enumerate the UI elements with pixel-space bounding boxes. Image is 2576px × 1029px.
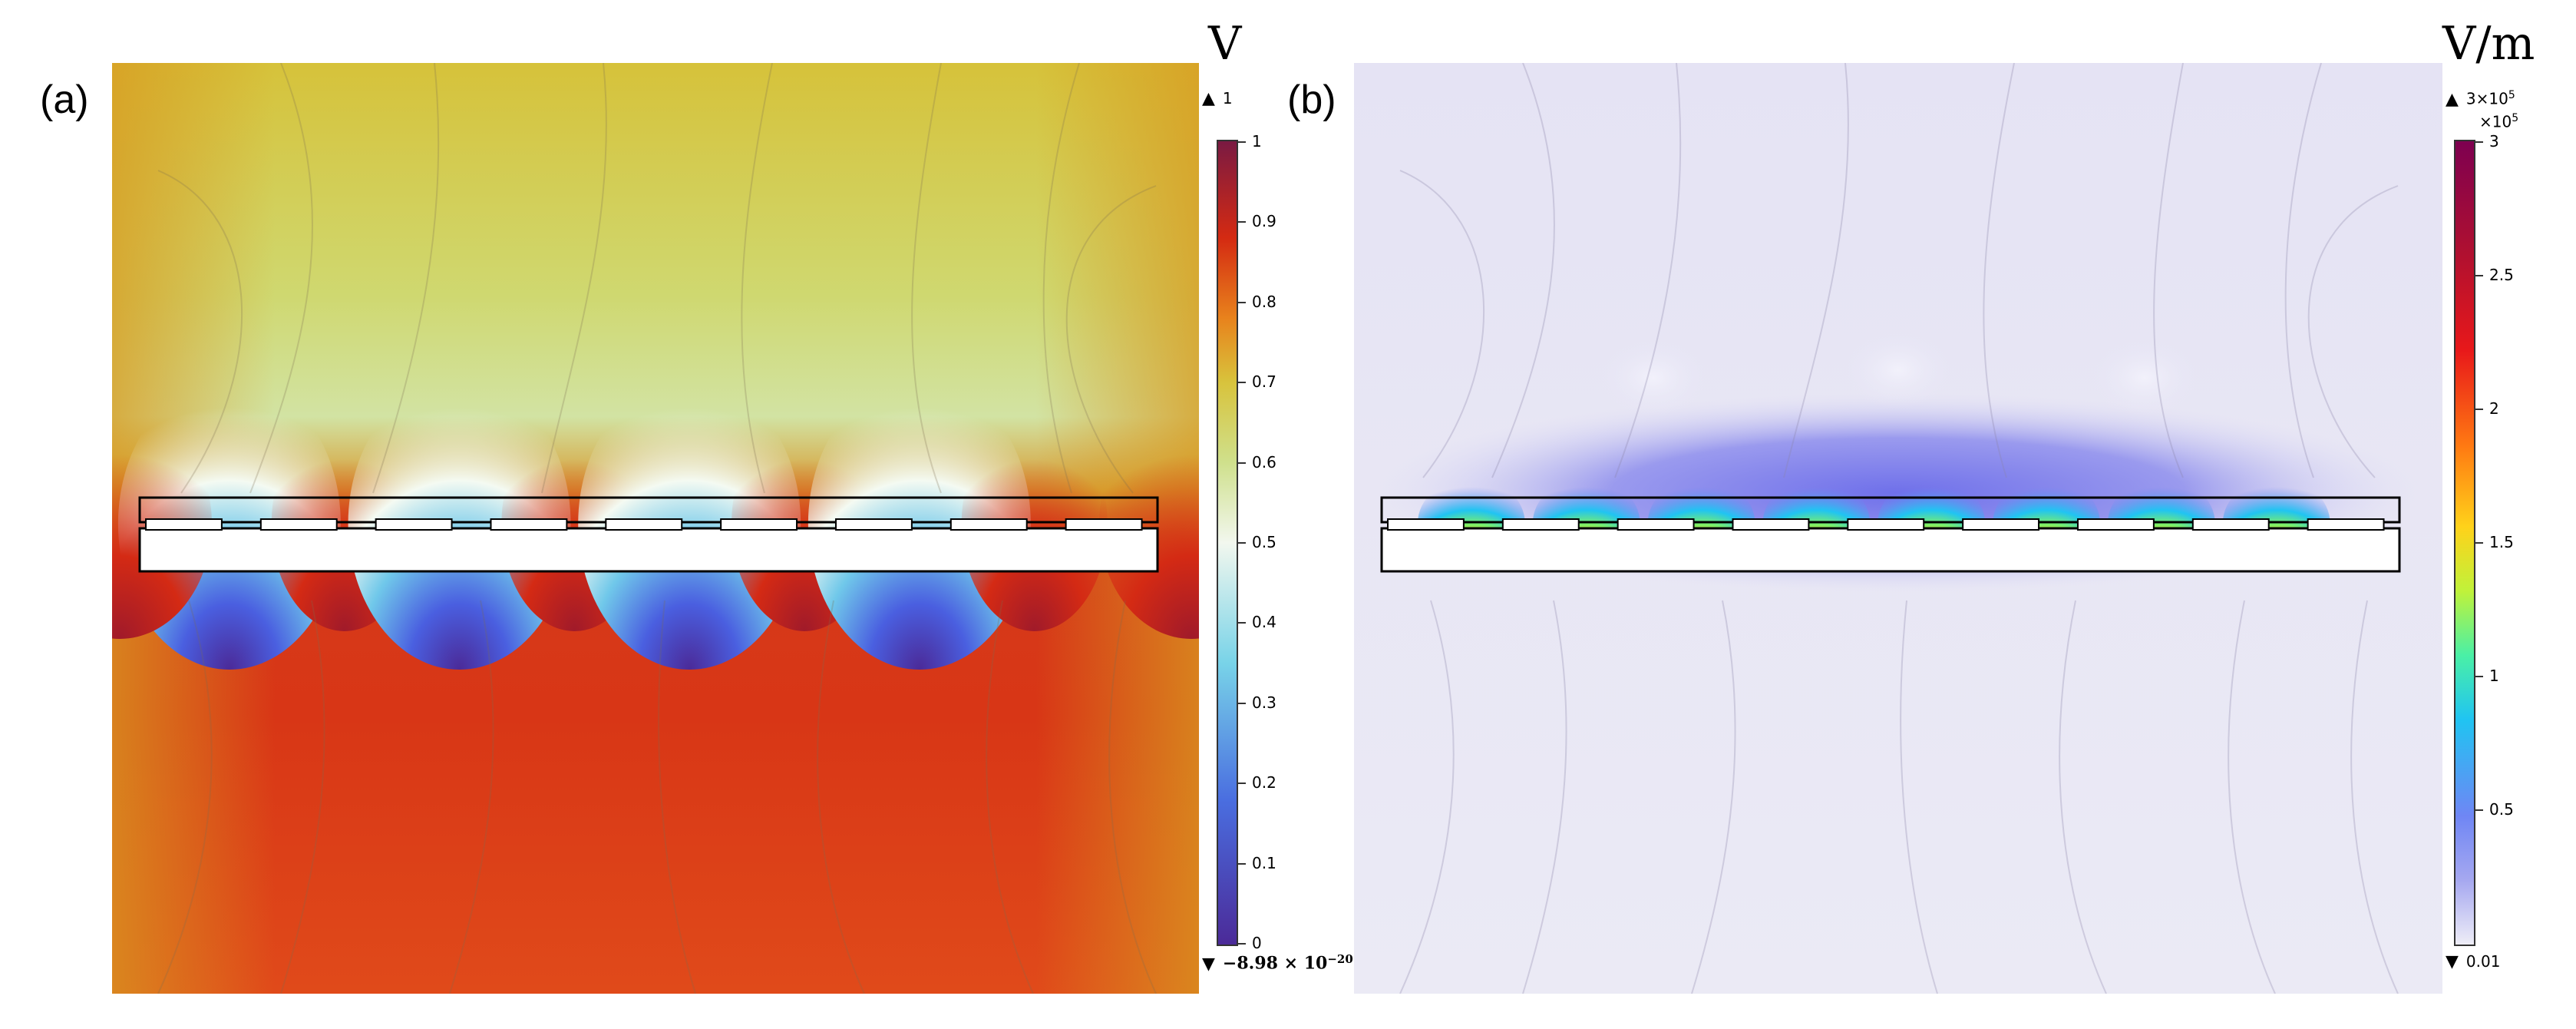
- electrode: [1065, 518, 1143, 531]
- colorbar-b: [2454, 140, 2475, 946]
- colorbar-multiplier-b: ×105: [2479, 112, 2519, 131]
- colorbar-a-tick: 0.9: [1237, 212, 1276, 231]
- colorbar-b-tick: 2: [2474, 399, 2499, 418]
- max-marker-b: ▲ 3×105: [2446, 89, 2515, 109]
- potential-plot: [112, 63, 1199, 994]
- colorbar-a-tick: 0.6: [1237, 452, 1276, 471]
- min-marker-b: ▼ 0.01: [2446, 952, 2501, 971]
- max-marker-a: ▲ 1: [1202, 89, 1233, 108]
- colorbar-b-tick: 1: [2474, 667, 2499, 685]
- electrode: [2307, 518, 2385, 531]
- up-triangle-icon: ▲: [2446, 89, 2459, 109]
- colorbar-a: [1217, 140, 1238, 946]
- min-marker-a: ▼ −8.98 × 10−20: [1202, 952, 1353, 974]
- colorbar-a-tick: 0.7: [1237, 372, 1276, 392]
- up-triangle-icon: ▲: [1202, 89, 1215, 108]
- colorbar-a-tick: 0.2: [1237, 773, 1276, 792]
- panel-label-a: (a): [40, 78, 89, 122]
- electrode: [1847, 518, 1925, 531]
- colorbar-b-tick: 3: [2474, 132, 2499, 151]
- field-norm-svg: [1354, 63, 2442, 994]
- low-potential-lobe: [807, 378, 1031, 670]
- colorbar-a-tick: 0.5: [1237, 533, 1276, 551]
- down-triangle-icon: ▼: [1202, 954, 1215, 974]
- electrode: [2076, 518, 2155, 531]
- electrode: [2191, 518, 2270, 531]
- field-norm-plot: [1354, 63, 2442, 994]
- electrode: [1501, 518, 1580, 531]
- electrode: [1617, 518, 1695, 531]
- high-potential-lobe: [961, 416, 1108, 631]
- electrode: [720, 518, 798, 531]
- unit-label-a: V: [1208, 17, 1242, 71]
- colorbar-a-tick: 1: [1237, 132, 1262, 151]
- colorbar-a-tick: 0: [1237, 934, 1262, 952]
- low-potential-lobe: [348, 378, 571, 670]
- potential-field-svg: [112, 63, 1199, 994]
- electrode: [259, 518, 338, 531]
- colorbar-a-tick: 0.8: [1237, 292, 1276, 311]
- low-potential-lobe: [578, 378, 801, 670]
- colorbar-a-tick: 0.3: [1237, 693, 1276, 712]
- electrode: [1387, 518, 1465, 531]
- down-triangle-icon: ▼: [2446, 952, 2459, 971]
- edge-lobe: [1099, 409, 1199, 639]
- electrode: [834, 518, 913, 531]
- electrode: [145, 518, 223, 531]
- panel-label-b: (b): [1287, 78, 1336, 122]
- colorbar-b-tick: 0.5: [2474, 800, 2514, 819]
- colorbar-b-tick: 1.5: [2474, 533, 2514, 551]
- colorbar-a-tick: 0.4: [1237, 613, 1276, 632]
- colorbar-b-tick: 2.5: [2474, 266, 2514, 284]
- unit-label-b: V/m: [2442, 17, 2535, 71]
- electrode: [949, 518, 1028, 531]
- electrode: [375, 518, 453, 531]
- electrode: [1962, 518, 2040, 531]
- electrode: [605, 518, 683, 531]
- electrode: [490, 518, 568, 531]
- colorbar-a-tick: 0.1: [1237, 853, 1276, 872]
- electrode: [1732, 518, 1810, 531]
